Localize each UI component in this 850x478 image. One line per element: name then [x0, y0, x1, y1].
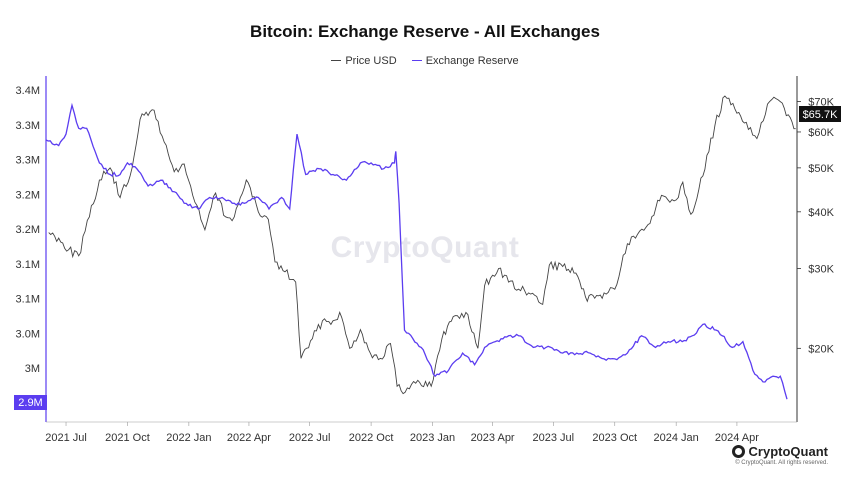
left-axis-ticks: 3.4M 3.3M 3.3M 3.2M 3.2M 3.1M 3.1M 3.0M 3M 2.9M	[16, 85, 40, 410]
left-tick-label: 3.4M	[16, 85, 40, 97]
left-tick-label: 3.0M	[16, 328, 40, 340]
x-tick-label: 2022 Jan	[166, 432, 211, 444]
chart-title: Bitcoin: Exchange Reserve - All Exchange…	[250, 22, 600, 41]
series-line-reserve	[45, 102, 788, 400]
x-tick-label: 2023 Jan	[410, 432, 455, 444]
left-tick-label: 3.3M	[16, 155, 40, 167]
x-tick-label: 2024 Jan	[654, 432, 699, 444]
left-tick-label: 3.1M	[16, 259, 40, 271]
x-tick-label: 2022 Jul	[289, 432, 331, 444]
right-tick-label: $40K	[808, 207, 834, 219]
chart-watermark: CryptoQuant	[331, 231, 520, 264]
left-tick-label: 3.2M	[16, 224, 40, 236]
left-tick-label: 3M	[25, 363, 40, 375]
copyright-text: © CryptoQuant. All rights reserved.	[735, 460, 828, 466]
right-tick-label: $70K	[808, 97, 834, 109]
x-tick-label: 2023 Oct	[592, 432, 637, 444]
series-line-price	[48, 95, 796, 395]
brand-logo: CryptoQuant	[731, 444, 828, 459]
x-tick-label: 2024 Apr	[715, 432, 759, 444]
x-tick-label: 2022 Oct	[349, 432, 394, 444]
legend-label-reserve: Exchange Reserve	[425, 54, 519, 67]
current-price-label: $65.7K	[799, 106, 841, 122]
right-tick-label: $50K	[808, 163, 834, 175]
left-tick-label: 3.2M	[16, 189, 40, 201]
legend-item-price[interactable]: Price USD	[331, 54, 397, 67]
x-tick-label: 2021 Oct	[105, 432, 150, 444]
right-tick-label: $30K	[808, 263, 834, 275]
x-tick-label: 2022 Apr	[227, 432, 271, 444]
legend-swatch-reserve	[411, 60, 422, 61]
left-tick-label: 3.1M	[16, 294, 40, 306]
left-tick-label: 3.3M	[16, 120, 40, 132]
x-tick-label: 2023 Apr	[471, 432, 515, 444]
series-lines	[45, 95, 796, 400]
right-tick-label: $20K	[808, 343, 834, 355]
chart-legend: Price USD Exchange Reserve	[0, 52, 850, 67]
right-tick-label: $60K	[808, 127, 834, 139]
current-reserve-label: 2.9M	[14, 395, 47, 410]
x-tick-label: 2023 Jul	[533, 432, 575, 444]
legend-label-price: Price USD	[345, 54, 397, 67]
legend-item-reserve[interactable]: Exchange Reserve	[411, 54, 519, 67]
x-tick-label: 2021 Jul	[45, 432, 87, 444]
current-price-value: $65.7K	[803, 109, 839, 121]
cryptoquant-logo-icon	[731, 445, 745, 458]
legend-swatch-price	[331, 60, 342, 61]
x-axis-ticks: 2021 Jul 2021 Oct 2022 Jan 2022 Apr 2022 Jul…	[45, 422, 759, 444]
right-axis-ticks: $70K $60K $50K $40K $30K $20K	[797, 97, 835, 355]
brand-name: CryptoQuant	[748, 444, 828, 459]
current-reserve-value: 2.9M	[18, 397, 42, 409]
